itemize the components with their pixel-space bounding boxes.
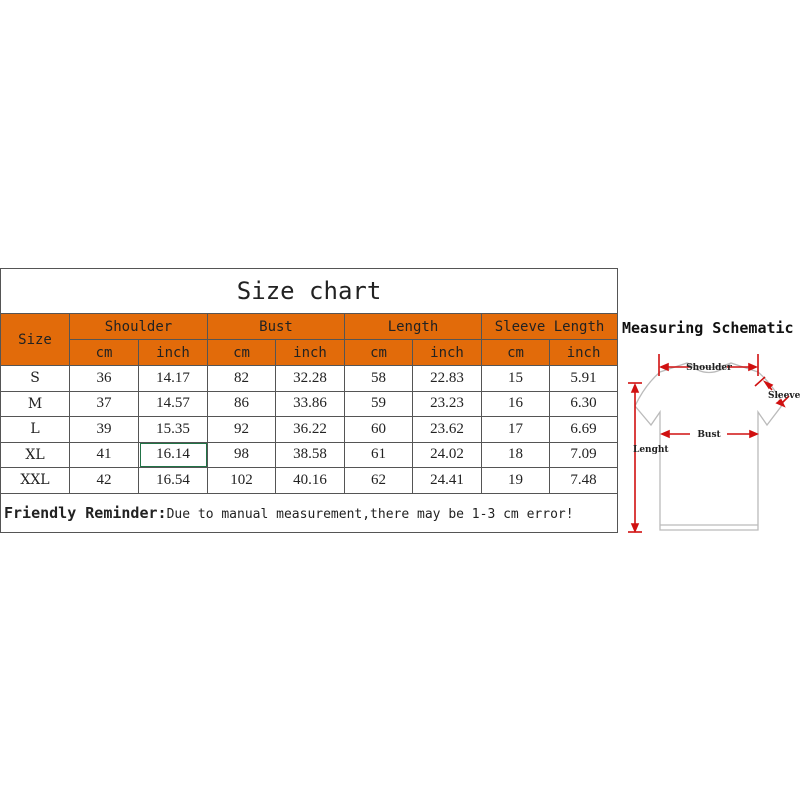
header-shoulder: Shoulder xyxy=(69,313,208,340)
value-cell[interactable]: 86 xyxy=(207,390,276,417)
size-chart-table: Size chart Size Shoulder Bust Length Sle… xyxy=(0,268,619,533)
value-cell[interactable]: 18 xyxy=(481,441,550,468)
header-sleeve-length: Sleeve Length xyxy=(480,313,619,340)
table-row: L 39 15.35 92 36.22 60 23.62 17 6.69 xyxy=(0,416,619,443)
value-cell[interactable]: 7.09 xyxy=(548,441,619,468)
value-cell[interactable]: 58 xyxy=(344,365,413,392)
value-cell[interactable]: 92 xyxy=(207,416,276,443)
shoulder-label: Shoulder xyxy=(686,363,732,373)
unit-header: inch xyxy=(548,339,619,366)
table-row: M 37 14.57 86 33.86 59 23.23 16 6.30 xyxy=(0,390,619,417)
value-cell[interactable]: 36.22 xyxy=(275,416,345,443)
reminder-text: Due to manual measurement,there may be 1… xyxy=(166,506,574,522)
value-cell[interactable]: 14.57 xyxy=(138,390,208,417)
tshirt-diagram: Shoulder Sleeve Bust Lenght xyxy=(628,354,800,534)
table-row: S 36 14.17 82 32.28 58 22.83 15 5.91 xyxy=(0,365,619,392)
value-cell[interactable]: 16 xyxy=(481,390,550,417)
value-cell[interactable]: 37 xyxy=(69,390,139,417)
header-length: Length xyxy=(344,313,482,340)
size-cell[interactable]: XXL xyxy=(0,467,70,494)
header-size: Size xyxy=(0,313,70,366)
table-row: XXL 42 16.54 102 40.16 62 24.41 19 7.48 xyxy=(0,467,619,494)
value-cell[interactable]: 5.91 xyxy=(548,365,619,392)
unit-header: inch xyxy=(275,339,345,366)
value-cell[interactable]: 16.14 xyxy=(138,441,208,468)
value-cell[interactable]: 40.16 xyxy=(275,467,345,494)
value-cell[interactable]: 19 xyxy=(481,467,550,494)
value-cell[interactable]: 6.30 xyxy=(548,390,619,417)
size-cell[interactable]: XL xyxy=(0,441,70,468)
value-cell[interactable]: 17 xyxy=(481,416,550,443)
value-cell[interactable]: 23.62 xyxy=(412,416,482,443)
unit-header: inch xyxy=(412,339,482,366)
value-cell[interactable]: 61 xyxy=(344,441,413,468)
value-cell[interactable]: 16.54 xyxy=(138,467,208,494)
value-cell[interactable]: 39 xyxy=(69,416,139,443)
table-title: Size chart xyxy=(0,268,619,314)
value-cell[interactable]: 60 xyxy=(344,416,413,443)
value-cell[interactable]: 38.58 xyxy=(275,441,345,468)
value-cell[interactable]: 82 xyxy=(207,365,276,392)
table-row: XL 41 16.14 98 38.58 61 24.02 18 7.09 xyxy=(0,441,619,468)
value-cell[interactable]: 24.41 xyxy=(412,467,482,494)
value-cell[interactable]: 42 xyxy=(69,467,139,494)
value-cell[interactable]: 98 xyxy=(207,441,276,468)
value-cell[interactable]: 41 xyxy=(69,441,139,468)
value-cell[interactable]: 24.02 xyxy=(412,441,482,468)
length-label: Lenght xyxy=(633,445,669,455)
value-cell[interactable]: 15.35 xyxy=(138,416,208,443)
value-cell[interactable]: 22.83 xyxy=(412,365,482,392)
schematic-title: Measuring Schematic xyxy=(622,319,794,337)
reminder-label: Friendly Reminder: xyxy=(4,503,167,522)
value-cell[interactable]: 15 xyxy=(481,365,550,392)
value-cell[interactable]: 6.69 xyxy=(548,416,619,443)
size-cell[interactable]: S xyxy=(0,365,70,392)
unit-header: cm xyxy=(481,339,550,366)
header-bust: Bust xyxy=(207,313,345,340)
value-cell[interactable]: 23.23 xyxy=(412,390,482,417)
sleeve-label: Sleeve xyxy=(768,391,800,401)
value-cell[interactable]: 33.86 xyxy=(275,390,345,417)
value-cell[interactable]: 102 xyxy=(207,467,276,494)
value-cell[interactable]: 62 xyxy=(344,467,413,494)
unit-header: cm xyxy=(344,339,413,366)
unit-header: cm xyxy=(69,339,139,366)
friendly-reminder: Friendly Reminder:Due to manual measurem… xyxy=(0,492,619,533)
bust-label: Bust xyxy=(697,430,721,440)
unit-header: cm xyxy=(207,339,276,366)
value-cell[interactable]: 32.28 xyxy=(275,365,345,392)
value-cell[interactable]: 7.48 xyxy=(548,467,619,494)
size-cell[interactable]: M xyxy=(0,390,70,417)
size-cell[interactable]: L xyxy=(0,416,70,443)
value-cell[interactable]: 36 xyxy=(69,365,139,392)
value-cell[interactable]: 59 xyxy=(344,390,413,417)
value-cell[interactable]: 14.17 xyxy=(138,365,208,392)
unit-header: inch xyxy=(138,339,208,366)
